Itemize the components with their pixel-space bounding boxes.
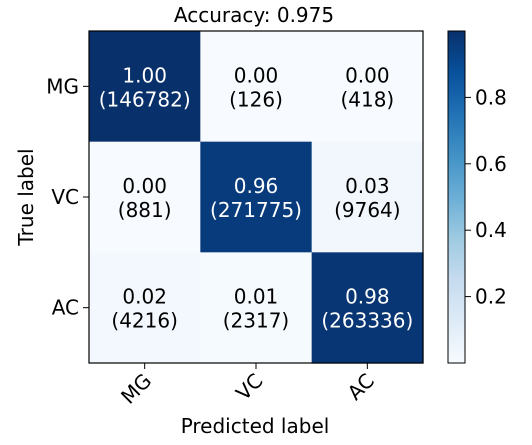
matrix-cell-1-2 (311, 141, 424, 253)
cell-count-0-1: (126) (229, 87, 283, 111)
matrix-cell-1-1 (200, 141, 313, 253)
cell-value-1-0: 0.00 (122, 174, 167, 198)
cell-count-2-0: (4216) (111, 309, 178, 333)
chart-title: Accuracy: 0.975 (174, 3, 334, 27)
x-tick-label-1: VC (231, 369, 268, 406)
y-tick-label-1: VC (51, 185, 79, 209)
matrix-cell-0-2 (311, 31, 424, 143)
cell-count-1-1: (271775) (210, 198, 302, 222)
colorbar-tick-label-3: 0.8 (475, 85, 507, 109)
colorbar-tick-label-2: 0.6 (475, 152, 507, 176)
cell-count-0-2: (418) (340, 87, 394, 111)
y-axis-ticks: MG VC AC (46, 74, 89, 320)
matrix-cell-0-1 (200, 31, 313, 143)
cell-value-1-2: 0.03 (345, 174, 390, 198)
cell-value-0-0: 1.00 (122, 63, 167, 87)
matrix-cell-0-0 (89, 31, 201, 143)
cell-value-1-1: 0.96 (234, 174, 279, 198)
y-tick-label-0: MG (46, 74, 79, 98)
matrix-cells (89, 31, 424, 364)
matrix-cell-2-2 (311, 252, 424, 364)
cell-count-2-1: (2317) (223, 309, 290, 333)
cell-value-0-2: 0.00 (345, 63, 390, 87)
colorbar (447, 30, 466, 364)
matrix-cell-labels: 1.00(146782)0.00(126)0.00(418)0.00(881)0… (99, 63, 414, 332)
x-axis-ticks: MG VC AC (116, 363, 379, 409)
x-tick-label-0: MG (116, 369, 156, 409)
cell-value-2-1: 0.01 (234, 285, 279, 309)
y-axis-label: True label (14, 148, 38, 246)
y-tick-label-2: AC (52, 296, 79, 320)
cell-value-2-0: 0.02 (122, 285, 167, 309)
cell-count-0-0: (146782) (99, 87, 191, 111)
colorbar-ticks: 0.2 0.4 0.6 0.8 (465, 85, 507, 309)
cell-count-1-0: (881) (118, 198, 172, 222)
cell-value-0-1: 0.00 (234, 63, 279, 87)
colorbar-tick-label-1: 0.4 (475, 218, 507, 242)
colorbar-tick-label-0: 0.2 (475, 285, 507, 309)
x-tick-label-2: AC (343, 369, 379, 405)
cell-count-2-2: (263336) (321, 309, 413, 333)
cell-value-2-2: 0.98 (345, 285, 390, 309)
matrix-cell-2-1 (200, 252, 313, 364)
matrix-cell-2-0 (89, 252, 201, 364)
cell-count-1-2: (9764) (334, 198, 401, 222)
matrix-cell-1-0 (89, 141, 201, 253)
x-axis-label: Predicted label (181, 414, 330, 438)
